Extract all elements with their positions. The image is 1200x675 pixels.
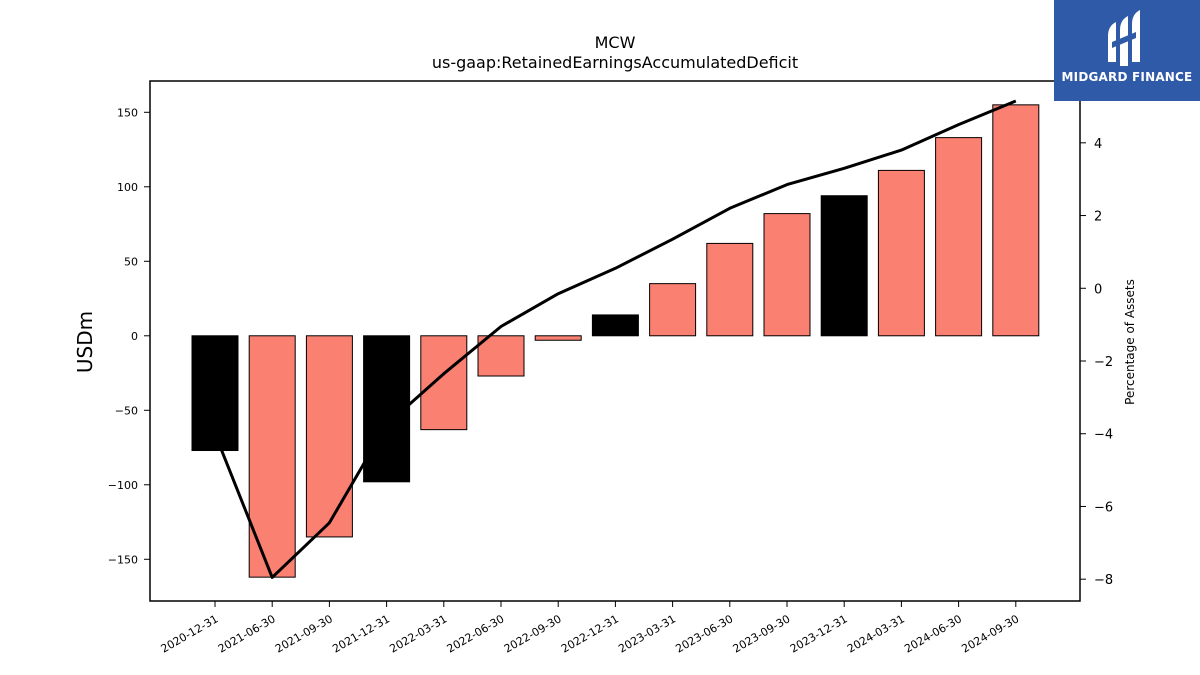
bar	[649, 283, 697, 337]
line-group	[213, 99, 1017, 579]
y2-tick-label: −4	[1094, 428, 1113, 443]
x-tick-label: 2021-12-31	[330, 612, 392, 655]
y-tick-label: −150	[108, 553, 138, 566]
x-tick-label: 2023-06-30	[673, 612, 735, 655]
chart-subtitle: us-gaap:RetainedEarningsAccumulatedDefic…	[432, 53, 798, 72]
bar	[992, 104, 1040, 337]
bar	[363, 335, 411, 483]
y2-tick-label: 0	[1094, 282, 1102, 297]
y2-tick-label: 2	[1094, 210, 1102, 225]
y2-tick-label: −2	[1094, 355, 1113, 370]
y-tick-label: −50	[115, 404, 138, 417]
bar	[706, 242, 754, 337]
brand-logo: MIDGARD FINANCE	[1054, 0, 1200, 101]
chart-title: MCW	[595, 33, 636, 52]
bar	[820, 195, 868, 337]
bar	[191, 335, 239, 452]
bar	[534, 335, 582, 341]
x-tick-label: 2023-09-30	[731, 612, 793, 655]
bar	[477, 335, 525, 377]
y-tick-label: 100	[117, 181, 138, 194]
y-axis-label: USDm	[73, 311, 97, 373]
x-tick-label: 2022-09-30	[502, 612, 564, 655]
y2-tick-label: −6	[1094, 500, 1113, 515]
x-tick-label: 2023-12-31	[788, 612, 850, 655]
x-tick-label: 2022-12-31	[559, 612, 621, 655]
x-tick-label: 2023-03-31	[616, 612, 678, 655]
y-tick-label: 0	[131, 330, 138, 343]
midgard-logo-icon	[1108, 10, 1140, 66]
bar	[420, 335, 468, 431]
x-tick-label: 2020-12-31	[159, 612, 221, 655]
x-tick-label: 2021-06-30	[216, 612, 278, 655]
x-tick-label: 2022-03-31	[387, 612, 449, 655]
y2-axis-label: Percentage of Assets	[1123, 279, 1137, 405]
x-tick-label: 2024-09-30	[959, 612, 1021, 655]
y-tick-label: −100	[108, 479, 138, 492]
bar	[591, 314, 639, 337]
bar	[935, 137, 983, 337]
bar-group	[191, 104, 1040, 578]
brand-name: MIDGARD FINANCE	[1061, 70, 1193, 84]
bar	[305, 335, 353, 538]
y-tick-label: 50	[124, 255, 138, 268]
x-tick-label: 2022-06-30	[445, 612, 507, 655]
x-tick-label: 2021-09-30	[273, 612, 335, 655]
y-tick-label: 150	[117, 106, 138, 119]
bar	[877, 169, 925, 337]
x-tick-label: 2024-06-30	[902, 612, 964, 655]
x-tick-label: 2024-03-31	[845, 612, 907, 655]
y2-tick-label: −8	[1094, 573, 1113, 588]
bar	[763, 213, 811, 337]
y2-tick-label: 4	[1094, 137, 1102, 152]
series-line	[213, 99, 1017, 579]
